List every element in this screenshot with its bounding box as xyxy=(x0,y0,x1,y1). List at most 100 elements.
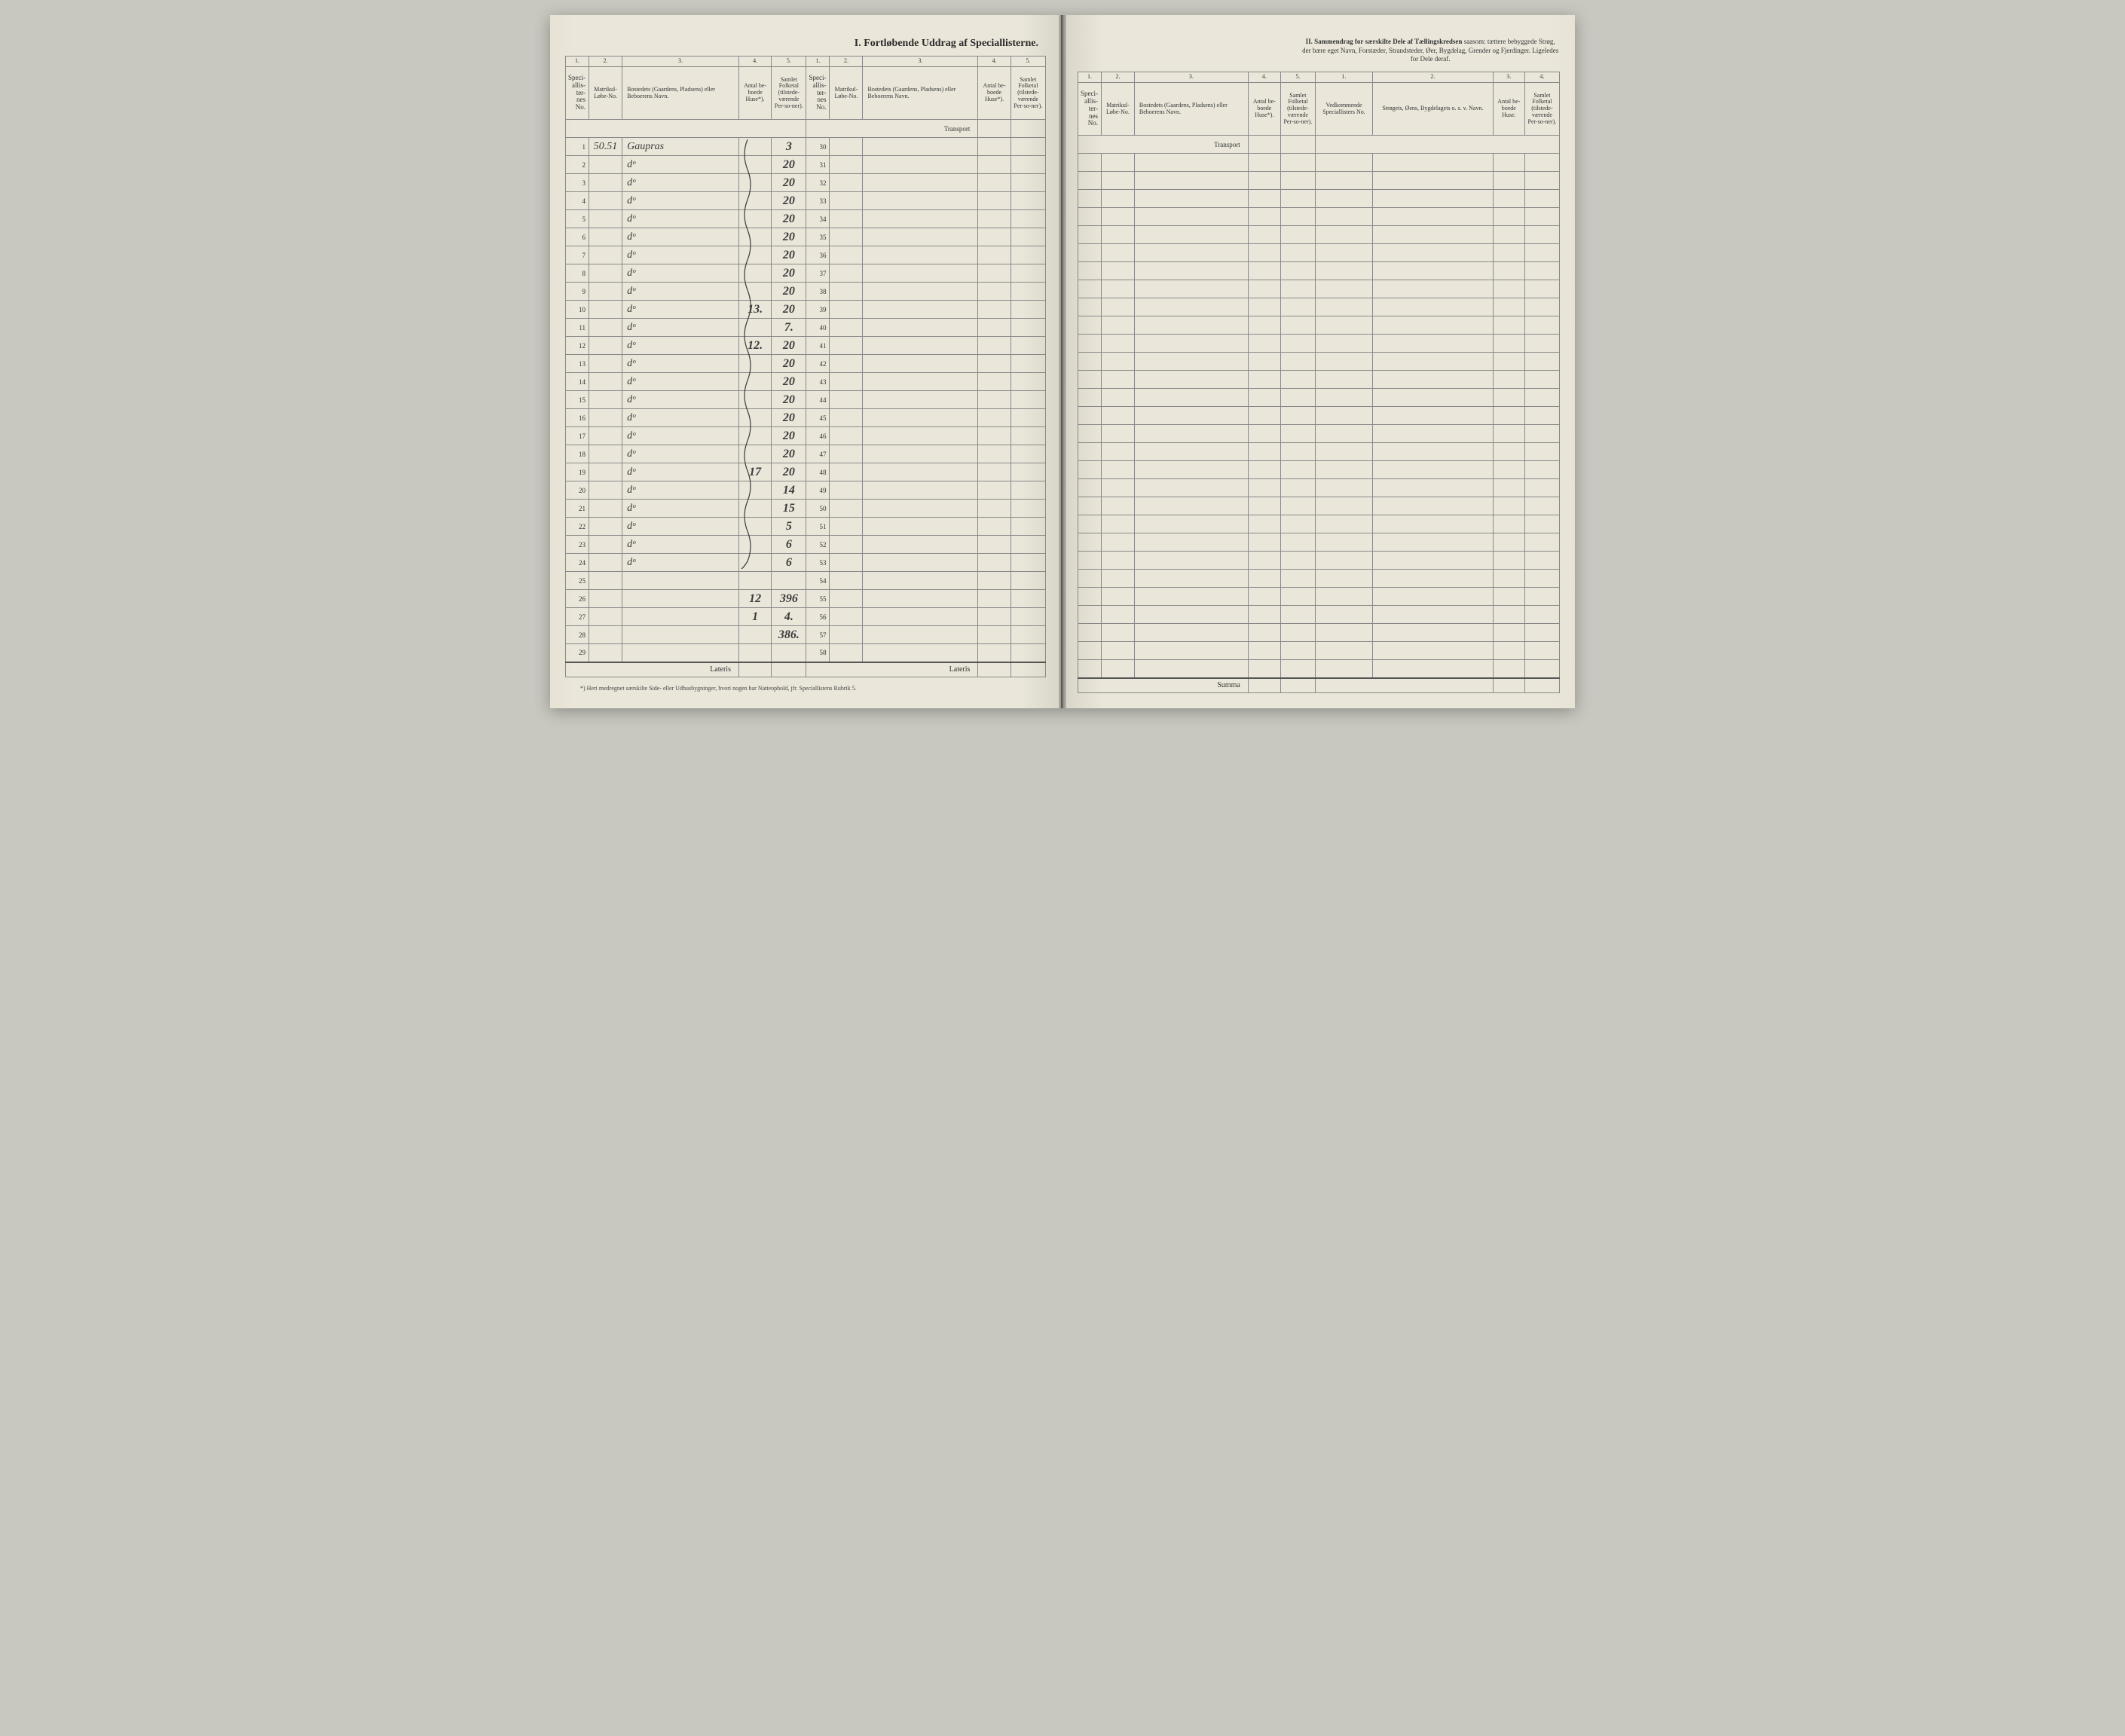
cell-matrikul-b xyxy=(830,427,863,445)
row-num-b: 44 xyxy=(806,391,830,409)
cell-antal-b xyxy=(978,536,1011,554)
cell xyxy=(1078,154,1102,172)
cell xyxy=(1493,533,1524,552)
cell-folketal: 20 xyxy=(772,192,806,210)
row-num: 12 xyxy=(566,337,589,355)
cell xyxy=(1280,172,1315,190)
cell xyxy=(1373,497,1494,515)
cell-folketal: 20 xyxy=(772,210,806,228)
cell xyxy=(1524,642,1559,660)
cell xyxy=(1524,190,1559,208)
table-row xyxy=(1078,407,1560,425)
table-row xyxy=(1078,479,1560,497)
cell xyxy=(1078,172,1102,190)
cell xyxy=(1280,588,1315,606)
cell-matrikul xyxy=(589,572,622,590)
cell xyxy=(1280,606,1315,624)
cell xyxy=(1102,407,1135,425)
cell xyxy=(1248,570,1280,588)
cell-antal xyxy=(738,626,771,644)
cell xyxy=(1493,606,1524,624)
cell-matrikul-b xyxy=(830,536,863,554)
cell-matrikul xyxy=(589,536,622,554)
cell xyxy=(1102,461,1135,479)
cell-folketal: 20 xyxy=(772,156,806,174)
cell-folketal-b xyxy=(1011,283,1045,301)
colnum-2a: 2. xyxy=(589,57,622,67)
cell-antal-b xyxy=(978,445,1011,463)
table-row xyxy=(1078,226,1560,244)
row-num: 20 xyxy=(566,481,589,500)
cell xyxy=(1102,588,1135,606)
cell-folketal-b xyxy=(1011,355,1045,373)
cell xyxy=(1078,371,1102,389)
row-num-b: 31 xyxy=(806,156,830,174)
cell xyxy=(1134,226,1248,244)
cell xyxy=(1102,624,1135,642)
row-num: 18 xyxy=(566,445,589,463)
cell xyxy=(1524,407,1559,425)
cell-antal-b xyxy=(978,228,1011,246)
cell xyxy=(1315,208,1372,226)
table-row xyxy=(1078,316,1560,335)
cell-folketal-b xyxy=(1011,445,1045,463)
cell xyxy=(1102,262,1135,280)
cell xyxy=(1134,389,1248,407)
cell-folketal: 6 xyxy=(772,554,806,572)
cell xyxy=(1280,280,1315,298)
cell-bosted: dᵒ xyxy=(622,246,739,264)
hdr-specno-b: Speci-allis-ter-nes No. xyxy=(806,67,830,120)
cell xyxy=(1280,443,1315,461)
cell xyxy=(1524,154,1559,172)
cell xyxy=(1373,371,1494,389)
table-row: 11dᵒ7.40 xyxy=(566,319,1046,337)
cell xyxy=(1248,353,1280,371)
r-colnum-2: 2. xyxy=(1102,72,1135,83)
cell xyxy=(1373,280,1494,298)
lateris-label-a: Lateris xyxy=(566,662,739,677)
cell-antal xyxy=(738,156,771,174)
table-row: 2958 xyxy=(566,644,1046,662)
cell xyxy=(1493,642,1524,660)
cell-matrikul xyxy=(589,500,622,518)
cell-folketal: 20 xyxy=(772,337,806,355)
cell xyxy=(1134,552,1248,570)
cell xyxy=(1373,515,1494,533)
table-row xyxy=(1078,606,1560,624)
cell xyxy=(1134,461,1248,479)
table-row: 19dᵒ172048 xyxy=(566,463,1046,481)
cell-matrikul xyxy=(589,283,622,301)
cell xyxy=(1134,588,1248,606)
cell-folketal: 20 xyxy=(772,391,806,409)
cell xyxy=(1493,479,1524,497)
cell-matrikul xyxy=(589,210,622,228)
cell xyxy=(1134,570,1248,588)
cell xyxy=(1248,624,1280,642)
cell-bosted-b xyxy=(863,608,978,626)
cell-folketal-b xyxy=(1011,228,1045,246)
cell xyxy=(1493,280,1524,298)
cell-matrikul-b xyxy=(830,554,863,572)
cell xyxy=(1493,172,1524,190)
cell xyxy=(1315,280,1372,298)
cell xyxy=(1248,552,1280,570)
cell-folketal-b xyxy=(1011,246,1045,264)
table-row: 12dᵒ12.2041 xyxy=(566,337,1046,355)
cell-folketal-b xyxy=(1011,518,1045,536)
table-row: 22dᵒ551 xyxy=(566,518,1046,536)
cell xyxy=(1524,371,1559,389)
section2-title: II. Sammendrag for særskilte Dele af Tæl… xyxy=(1301,38,1560,64)
cell-matrikul xyxy=(589,391,622,409)
cell xyxy=(1315,497,1372,515)
row-num-b: 51 xyxy=(806,518,830,536)
cell xyxy=(1248,642,1280,660)
table-row xyxy=(1078,335,1560,353)
cell xyxy=(1524,425,1559,443)
table-row: 14dᵒ2043 xyxy=(566,373,1046,391)
table-row xyxy=(1078,154,1560,172)
cell xyxy=(1373,533,1494,552)
cell xyxy=(1102,570,1135,588)
cell-folketal: 20 xyxy=(772,301,806,319)
cell-bosted-b xyxy=(863,409,978,427)
cell-antal xyxy=(738,481,771,500)
